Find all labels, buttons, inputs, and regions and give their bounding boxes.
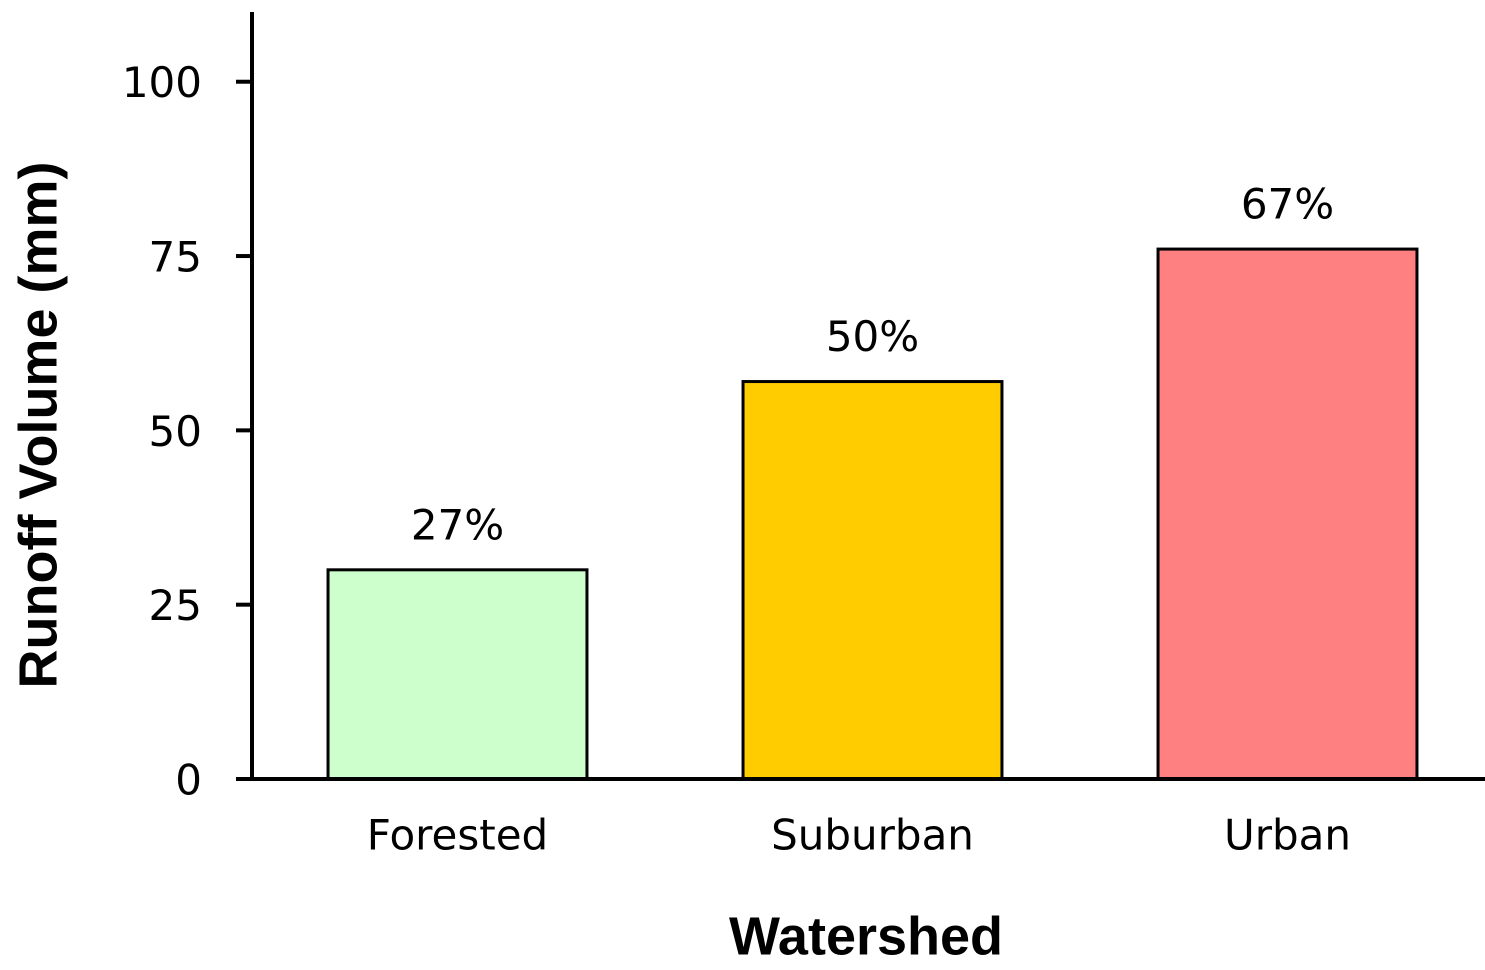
x-tick-label: Suburban: [771, 811, 974, 860]
y-axis-title: Runoff Volume (mm): [8, 162, 68, 689]
bar-annotation: 50%: [826, 312, 919, 361]
bar-annotation: 27%: [411, 500, 504, 549]
y-tick-label: 50: [149, 407, 202, 456]
y-tick-label: 100: [122, 58, 202, 107]
x-tick-label: Forested: [367, 811, 548, 860]
y-tick-label: 0: [175, 756, 202, 805]
bar-annotation: 67%: [1241, 180, 1334, 229]
bar: [326, 568, 589, 781]
bar: [741, 380, 1004, 781]
bar: [1156, 247, 1419, 781]
x-axis-title: Watershed: [729, 906, 1003, 966]
y-tick-label: 25: [149, 581, 202, 630]
y-tick-label: 75: [149, 233, 202, 282]
x-tick-label: Urban: [1224, 811, 1351, 860]
